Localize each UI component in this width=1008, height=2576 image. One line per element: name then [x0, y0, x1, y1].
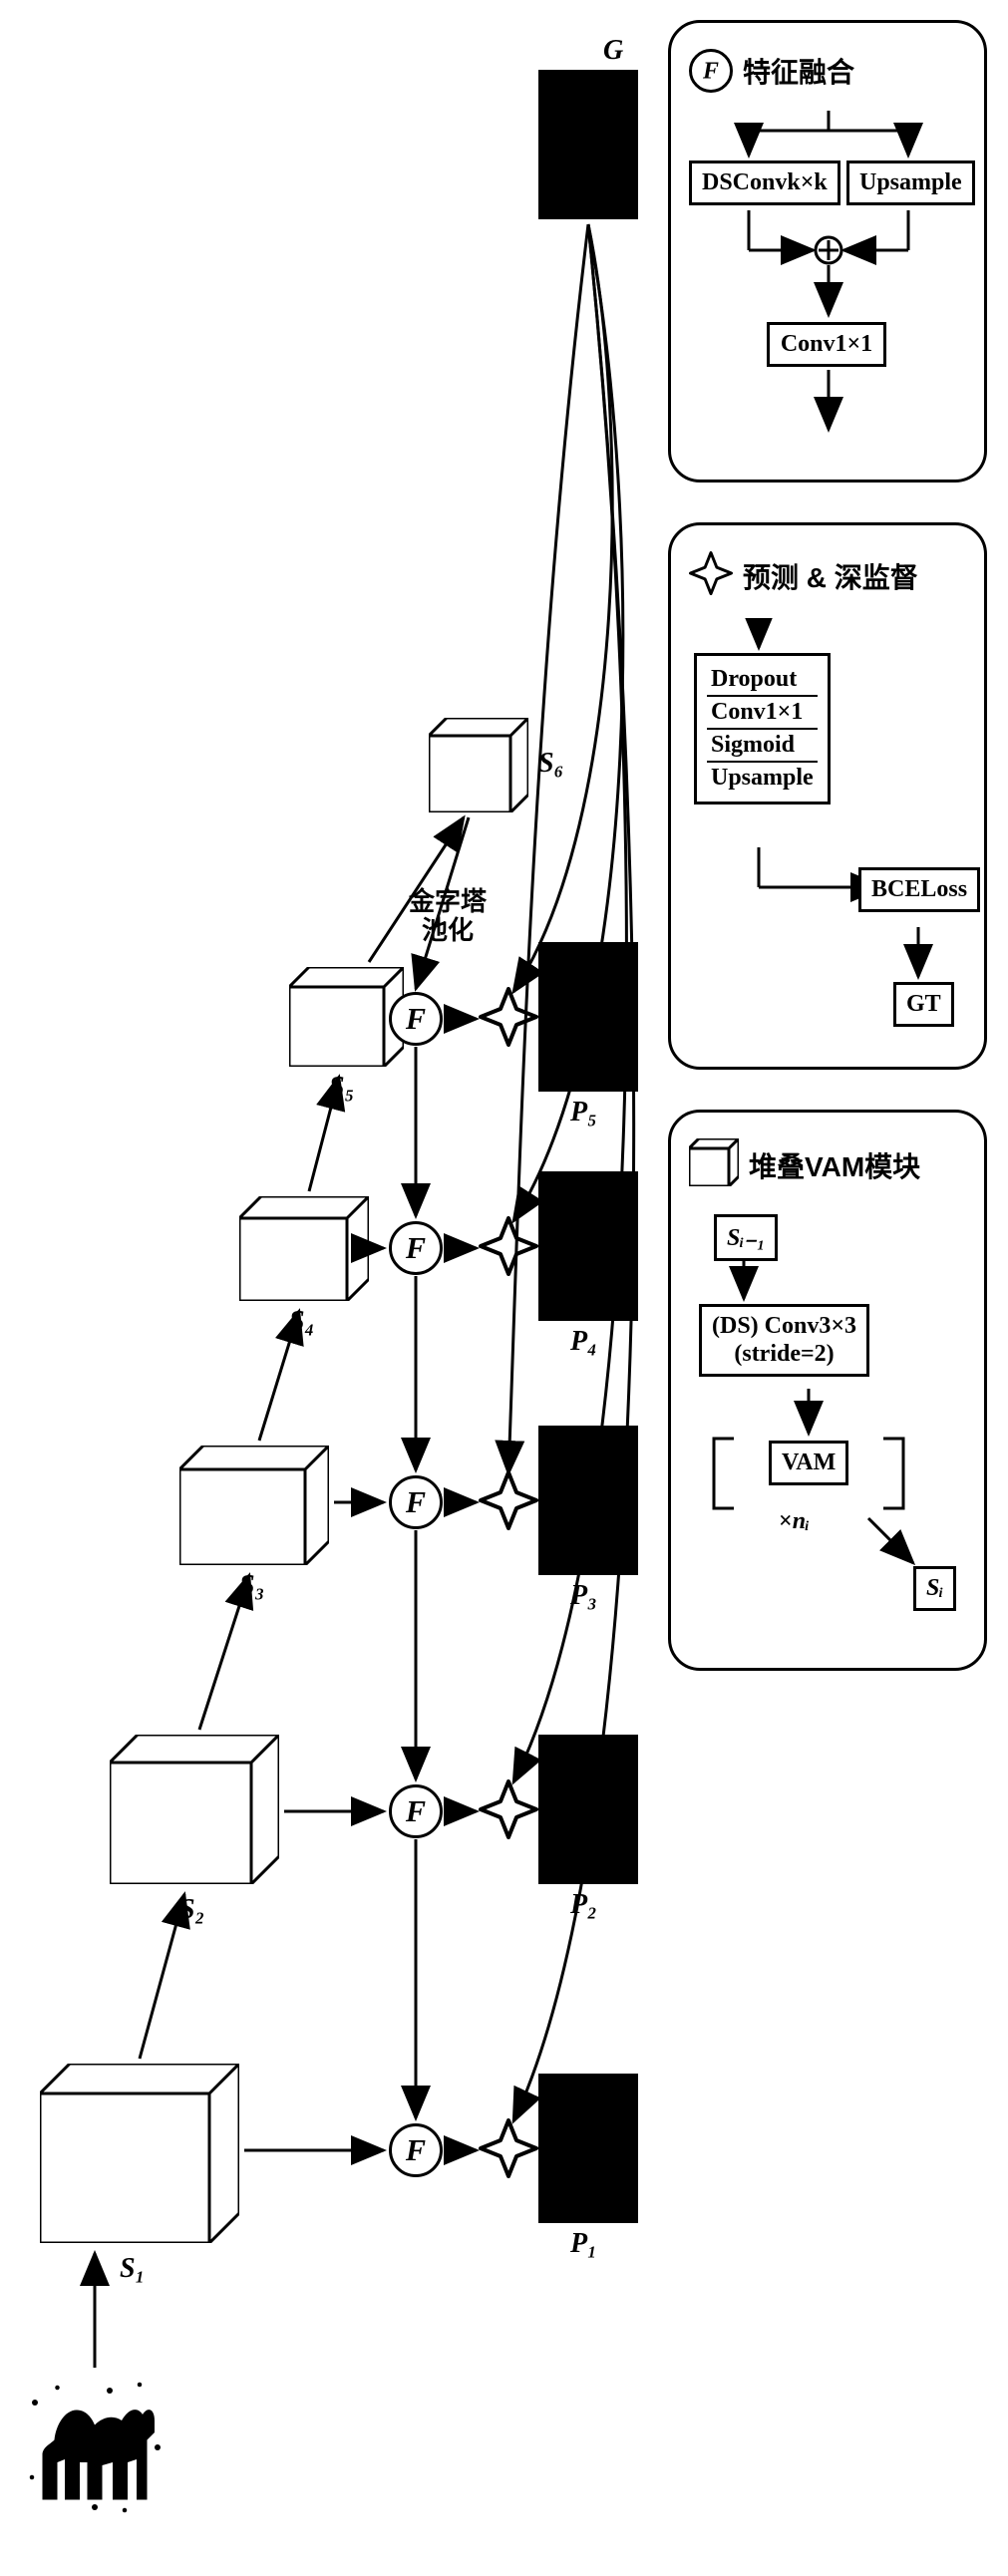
panel-fuse-title: 特征融合 — [743, 51, 854, 91]
panel-feature-fusion: 特征融合 — [668, 20, 987, 483]
vam-sout: Sᵢ — [913, 1566, 956, 1611]
panel-prediction: 预测 & 深监督 Dropout Conv1×1 Sigmoid Upsampl… — [668, 522, 987, 1070]
vam-sin: Sᵢ₋₁ — [714, 1214, 778, 1261]
op-dsconv: DSConvk×k — [689, 161, 840, 205]
vam-repeat-x: × — [779, 1508, 793, 1534]
op-dropout: Dropout — [707, 664, 818, 697]
panel-vam: 堆叠VAM模块 Sᵢ₋₁ (DS) Conv3×3 (stride=2) VAM — [668, 1110, 987, 1671]
vam-block: VAM — [769, 1441, 848, 1485]
op-sigmoid: Sigmoid — [707, 730, 818, 763]
pred-stack: Dropout Conv1×1 Sigmoid Upsample — [694, 653, 831, 805]
architecture-diagram: F — [10, 20, 648, 2532]
op-conv1x1: Conv1×1 — [767, 322, 886, 367]
panel-vam-title: 堆叠VAM模块 — [749, 1145, 920, 1185]
vam-repeat-n: nᵢ — [793, 1508, 810, 1534]
plus-icon — [814, 235, 843, 270]
panel-pred-title: 预测 & 深监督 — [743, 556, 918, 596]
cube-icon — [689, 1138, 739, 1191]
arrows-layer — [10, 20, 648, 2532]
op-gt: GT — [893, 982, 954, 1027]
op-pred-upsample: Upsample — [707, 763, 818, 794]
star-icon — [689, 551, 733, 600]
op-upsample: Upsample — [846, 161, 975, 205]
op-pred-conv1x1: Conv1×1 — [707, 697, 818, 730]
op-bceloss: BCELoss — [858, 867, 980, 912]
vam-repeat: ×nᵢ — [779, 1508, 810, 1535]
fuse-icon — [689, 49, 733, 93]
vam-conv: (DS) Conv3×3 (stride=2) — [699, 1304, 869, 1377]
